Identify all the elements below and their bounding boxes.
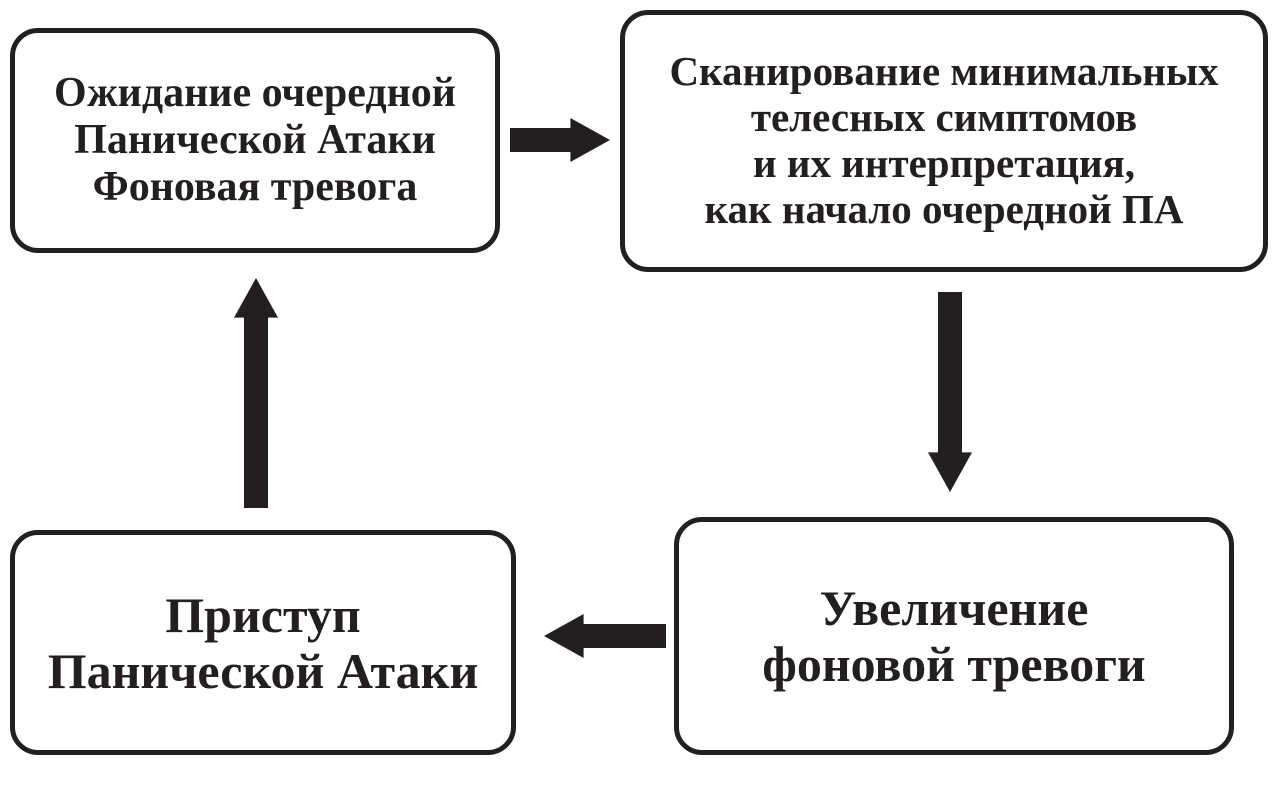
node-n1-line: Ожидание очередной — [54, 70, 456, 117]
flowchart-node-n1: Ожидание очереднойПанической АтакиФонова… — [10, 28, 500, 253]
node-n1-line: Фоновая тревога — [93, 164, 418, 211]
flowchart-node-n2: Сканирование минимальныхтелесных симптом… — [620, 10, 1268, 272]
arrow-n1-n2 — [510, 118, 610, 162]
node-n2-line: Сканирование минимальных — [669, 49, 1218, 95]
node-n4-line: Приступ — [165, 587, 360, 643]
node-n3-line: Увеличение — [820, 580, 1089, 636]
node-n3-line: фоновой тревоги — [762, 636, 1145, 692]
arrow-n3-n4 — [544, 614, 666, 658]
flowchart-node-n3: Увеличениефоновой тревоги — [674, 517, 1234, 755]
node-n2-line: и их интерпретация, — [753, 141, 1135, 187]
node-n4-line: Панической Атаки — [48, 643, 479, 699]
arrow-n2-n3 — [928, 292, 972, 492]
node-n1-line: Панической Атаки — [74, 117, 436, 164]
node-n2-line: как начало очередной ПА — [704, 187, 1183, 233]
node-n2-line: телесных симптомов — [751, 95, 1137, 141]
flowchart-node-n4: ПриступПанической Атаки — [10, 530, 516, 755]
arrow-n4-n1 — [234, 278, 278, 508]
